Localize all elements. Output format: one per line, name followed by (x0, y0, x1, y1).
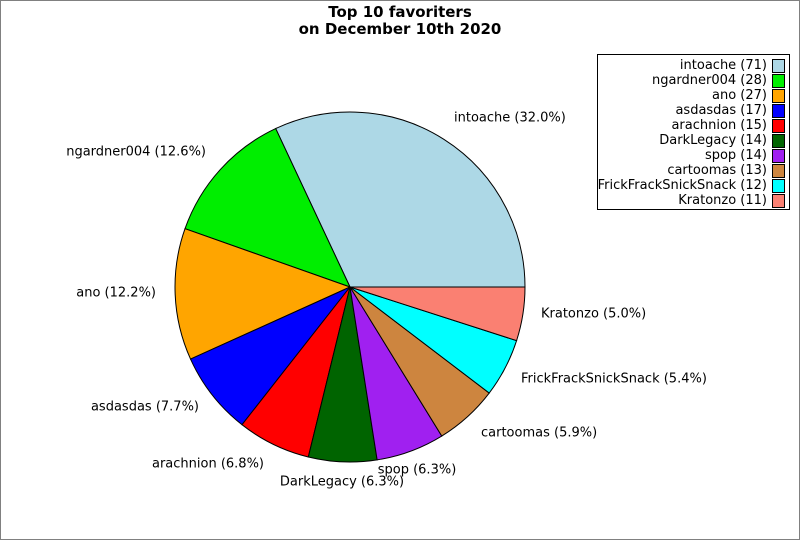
slice-label-ano: ano (12.2%) (76, 285, 156, 301)
slice-label-ngardner004: ngardner004 (12.6%) (66, 144, 206, 160)
legend-item-ngardner004: ngardner004 (28) (598, 73, 785, 88)
legend-swatch-ano (772, 88, 785, 103)
legend-label: ngardner004 (28) (651, 73, 767, 88)
legend-swatch-intoache (772, 58, 785, 73)
legend-swatch-FrickFrackSnickSnack (772, 178, 785, 193)
legend-swatch-cartoomas (772, 163, 785, 178)
legend-swatch-arachnion (772, 118, 785, 133)
legend-item-DarkLegacy: DarkLegacy (14) (598, 133, 785, 148)
legend-label: intoache (71) (679, 58, 767, 73)
legend-item-FrickFrackSnickSnack: FrickFrackSnickSnack (12) (598, 178, 785, 193)
legend: intoache (71) ngardner004 (28) ano (27) asd… (597, 54, 790, 210)
legend-swatch-asdasdas (772, 103, 785, 118)
slice-label-FrickFrackSnickSnack: FrickFrackSnickSnack (5.4%) (521, 371, 707, 387)
slice-label-Kratonzo: Kratonzo (5.0%) (541, 306, 647, 322)
legend-label: Kratonzo (11) (678, 193, 767, 208)
pie-slice-ngardner004 (184, 127, 351, 288)
legend-item-intoache: intoache (71) (598, 58, 785, 73)
slice-label-arachnion: arachnion (6.8%) (151, 456, 264, 472)
pie-slice-ano (174, 228, 352, 360)
legend-item-spop: spop (14) (598, 148, 785, 163)
legend-label: asdasdas (17) (675, 103, 767, 118)
legend-label: FrickFrackSnickSnack (12) (597, 178, 767, 193)
legend-label: ano (27) (712, 88, 767, 103)
slice-label-intoache: intoache (32.0%) (454, 110, 566, 126)
legend-item-asdasdas: asdasdas (17) (598, 103, 785, 118)
legend-swatch-Kratonzo (772, 193, 785, 208)
pie-slice-Kratonzo (349, 286, 526, 342)
legend-item-arachnion: arachnion (15) (598, 118, 785, 133)
legend-swatch-ngardner004 (772, 73, 785, 88)
legend-item-cartoomas: cartoomas (13) (598, 163, 785, 178)
slice-label-cartoomas: cartoomas (5.9%) (481, 425, 598, 441)
legend-label: spop (14) (704, 148, 767, 163)
slice-label-DarkLegacy: DarkLegacy (6.3%) (279, 474, 405, 490)
slice-label-spop: spop (6.3%) (377, 462, 457, 478)
chart-title-line2: on December 10th 2020 (298, 19, 502, 38)
chart-title-line1: Top 10 favoriters (328, 3, 472, 21)
legend-label: DarkLegacy (14) (659, 133, 767, 148)
chart-title: Top 10 favoriters on December 10th 2020 (1, 4, 799, 37)
pie-slice-intoache (275, 111, 526, 288)
legend-item-ano: ano (27) (598, 88, 785, 103)
slice-label-asdasdas: asdasdas (7.7%) (90, 399, 199, 415)
legend-label: cartoomas (13) (667, 163, 767, 178)
legend-swatch-DarkLegacy (772, 133, 785, 148)
legend-label: arachnion (15) (671, 118, 767, 133)
legend-swatch-spop (772, 148, 785, 163)
legend-item-Kratonzo: Kratonzo (11) (598, 193, 785, 208)
